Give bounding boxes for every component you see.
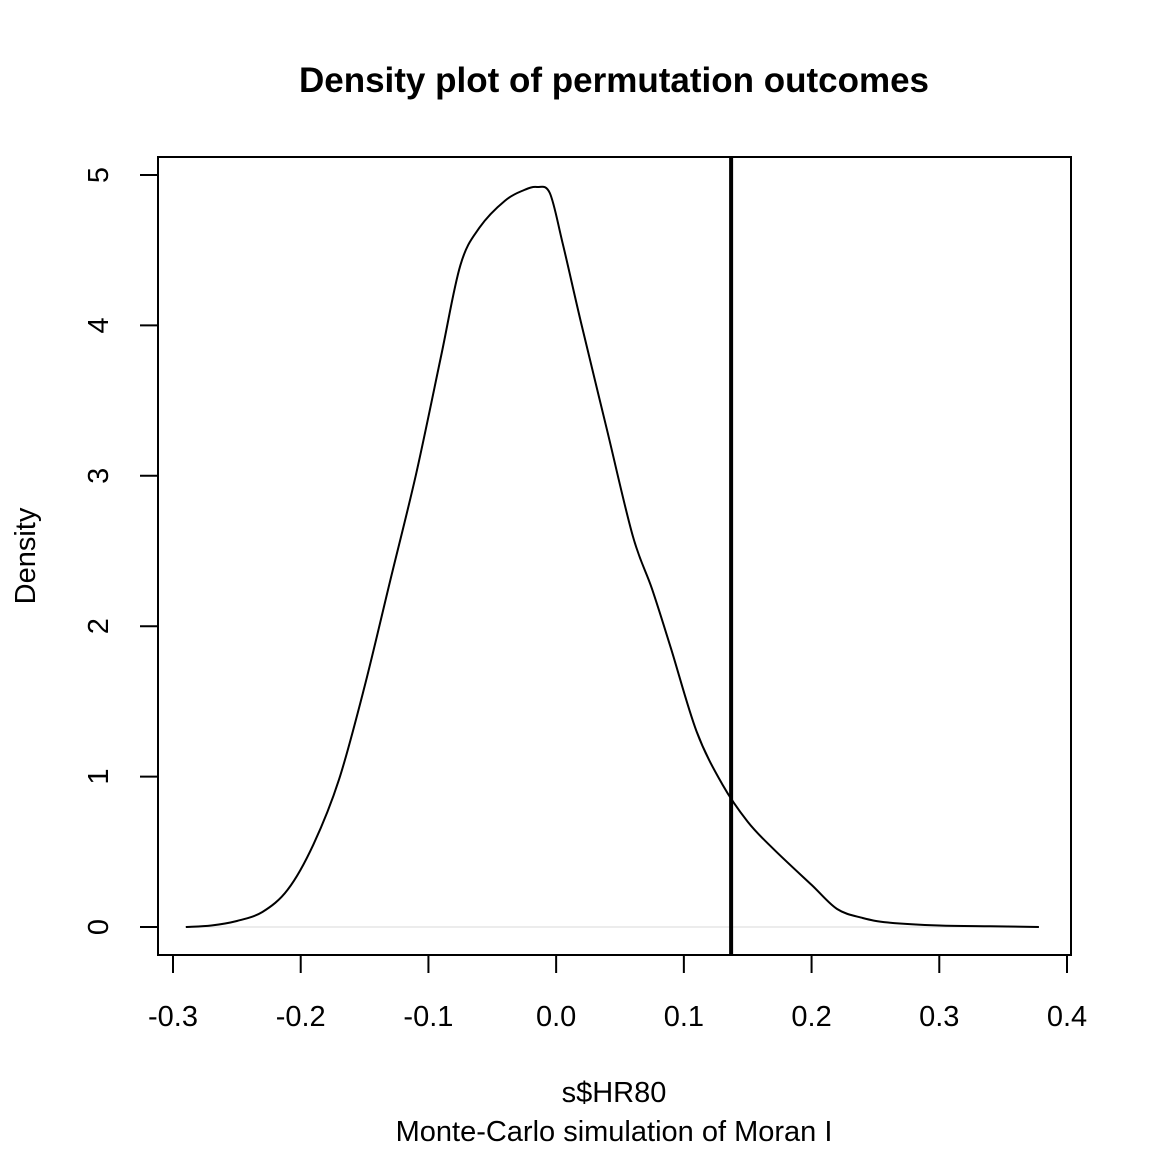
y-tick-label: 4 xyxy=(83,317,115,333)
x-tick-label: 0.4 xyxy=(1047,1001,1087,1033)
x-tick-label: -0.1 xyxy=(403,1001,453,1033)
y-tick-label: 3 xyxy=(83,468,115,484)
x-tick-label: 0.0 xyxy=(536,1001,576,1033)
density-curve xyxy=(185,185,1039,928)
y-tick-label: 1 xyxy=(83,769,115,785)
x-tick-label: 0.3 xyxy=(919,1001,959,1033)
y-tick-label: 0 xyxy=(83,919,115,935)
x-tick-label: -0.3 xyxy=(148,1001,198,1033)
y-tick-label: 2 xyxy=(83,618,115,634)
x-tick-label: -0.2 xyxy=(276,1001,326,1033)
x-tick-label: 0.1 xyxy=(664,1001,704,1033)
y-axis-label: Density xyxy=(10,507,42,604)
x-axis: -0.3 -0.2 -0.1 0.0 0.1 0.2 0.3 0.4 xyxy=(148,954,1087,1033)
chart-title: Density plot of permutation outcomes xyxy=(299,61,929,100)
x-axis-sublabel: Monte-Carlo simulation of Moran I xyxy=(396,1116,833,1148)
plot-frame xyxy=(157,156,1072,956)
x-tick-label: 0.2 xyxy=(791,1001,831,1033)
y-axis: 0 1 2 3 4 5 xyxy=(83,167,159,935)
y-tick-label: 5 xyxy=(83,167,115,183)
x-axis-label: s$HR80 xyxy=(562,1077,667,1109)
